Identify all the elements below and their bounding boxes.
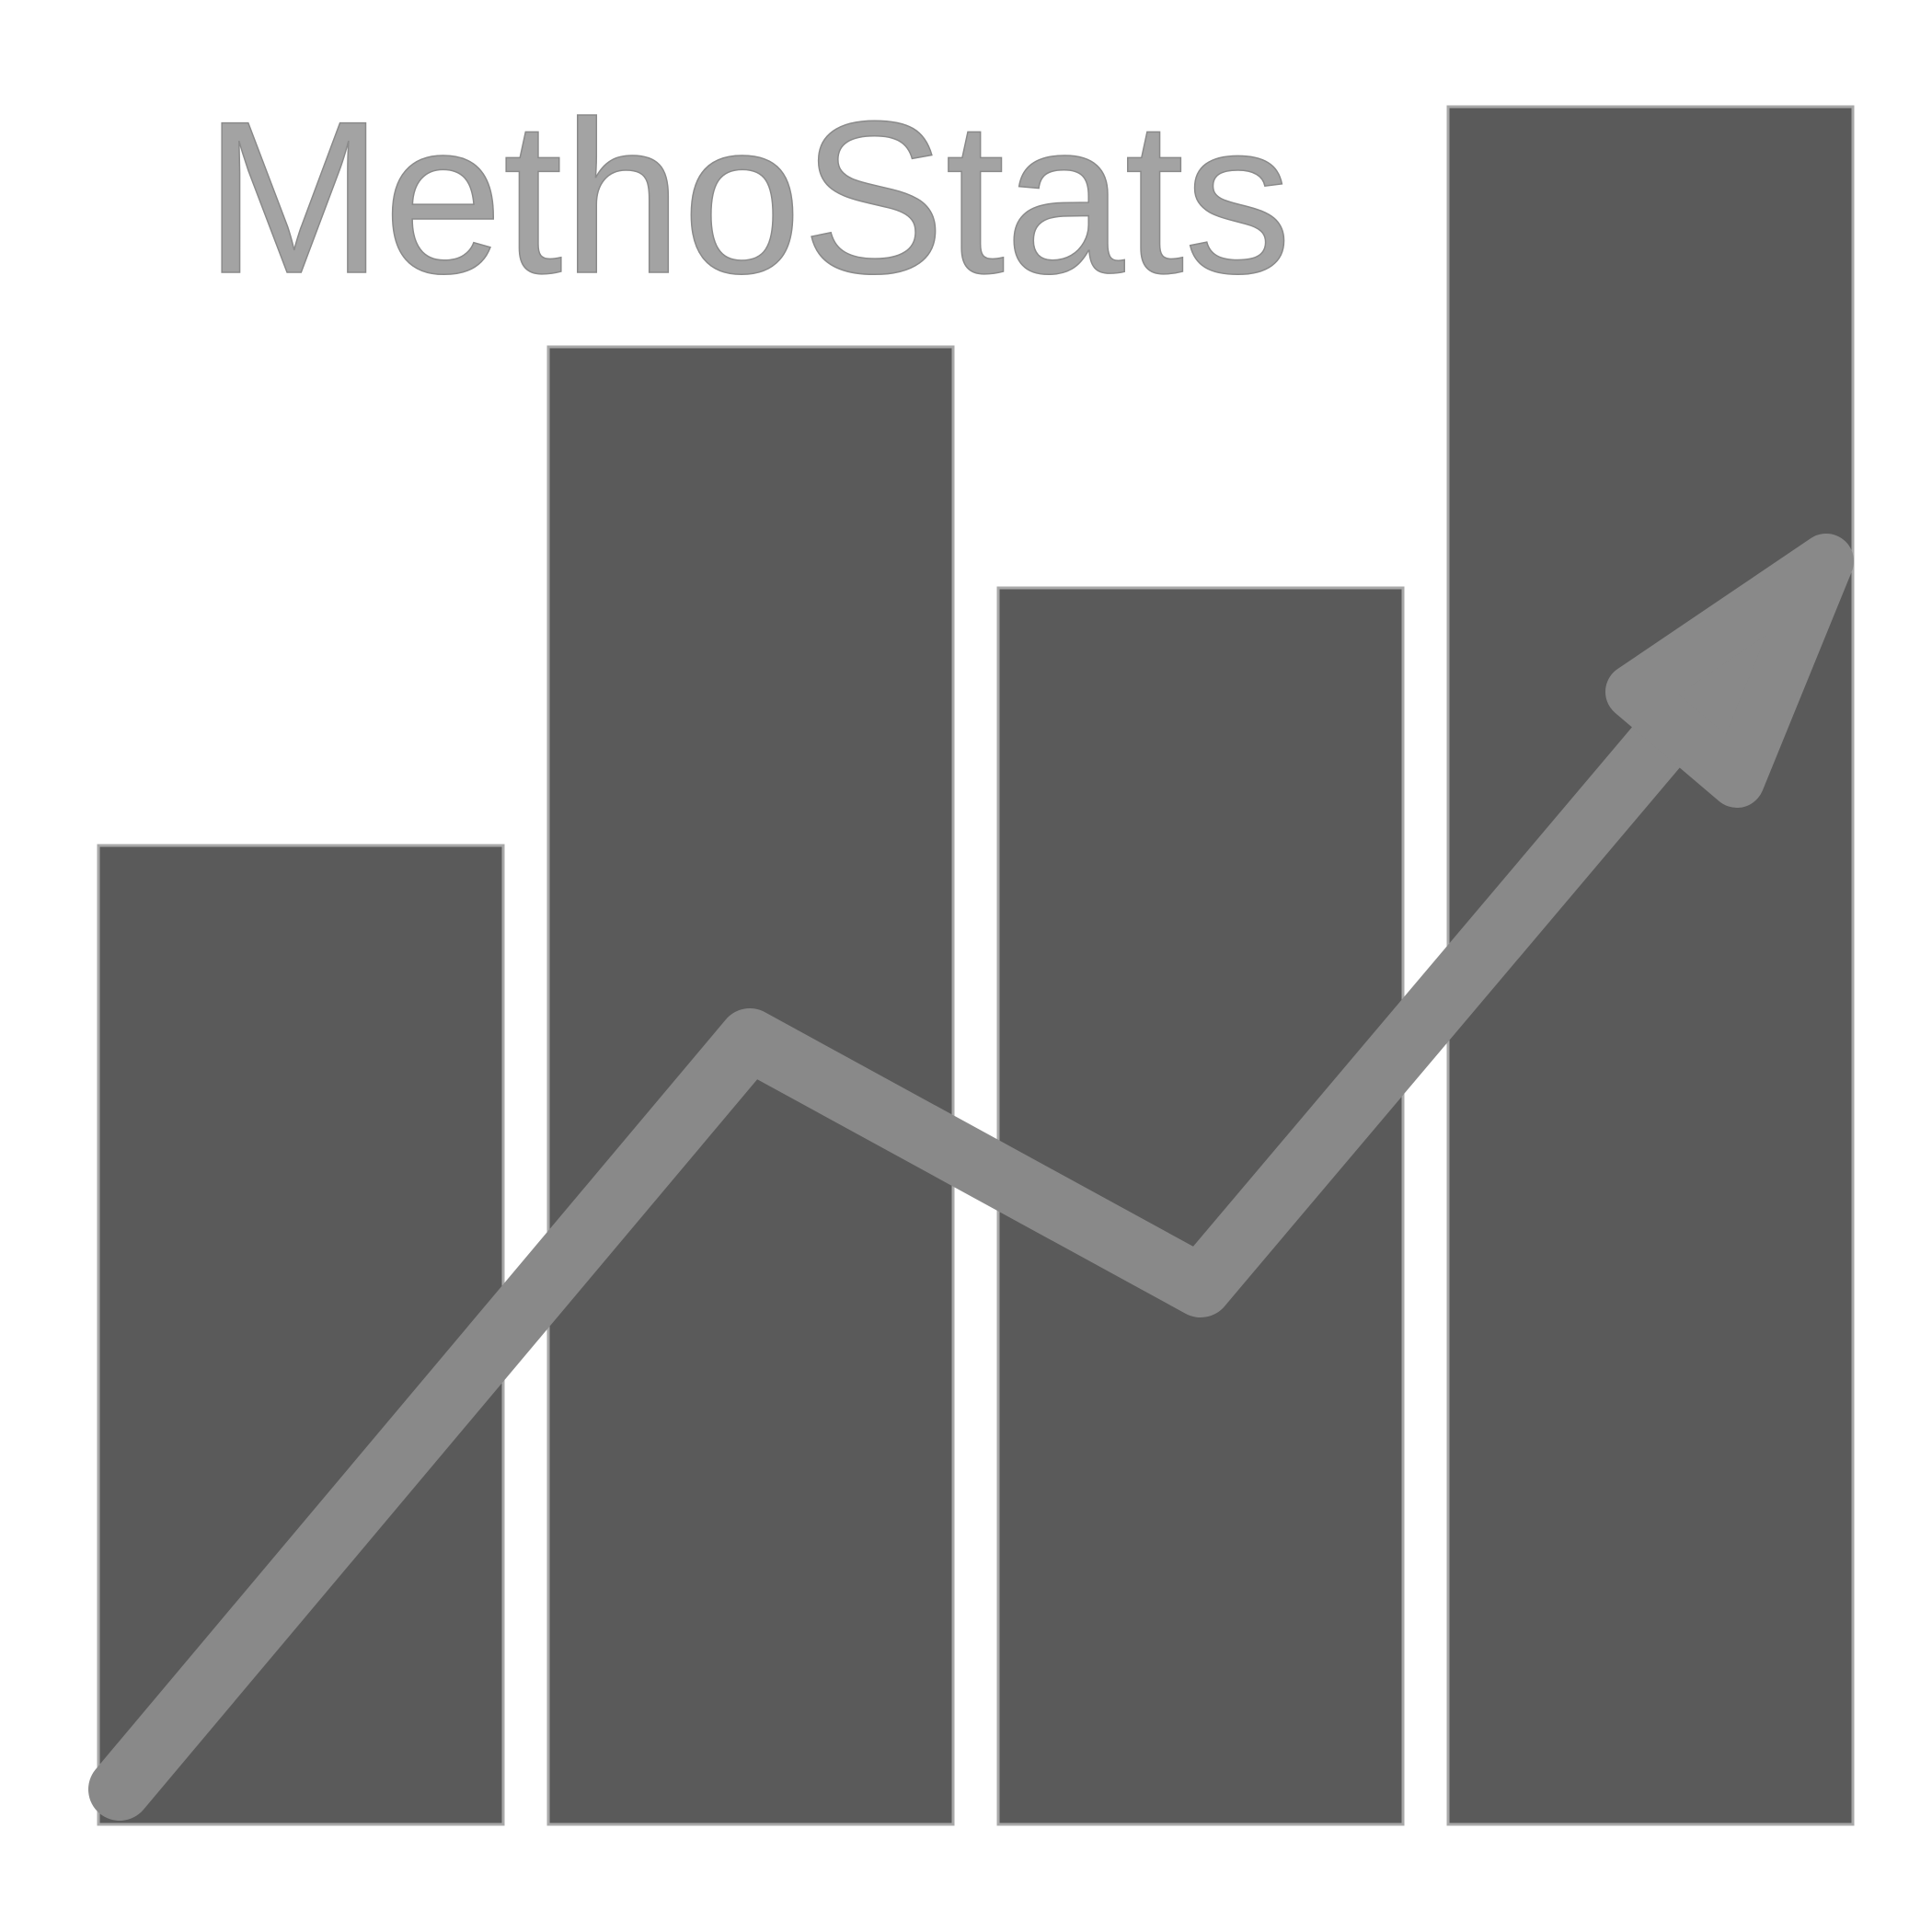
logo-bar-4	[1446, 105, 1855, 1826]
rising-arrow-icon	[88, 534, 1854, 1821]
logo-wordmark: MethoStats	[204, 76, 1292, 319]
logo-bar-1	[97, 844, 505, 1826]
logo-bars	[97, 105, 1855, 1826]
arrow-line	[88, 602, 1784, 1821]
arrow-head	[1605, 534, 1854, 808]
